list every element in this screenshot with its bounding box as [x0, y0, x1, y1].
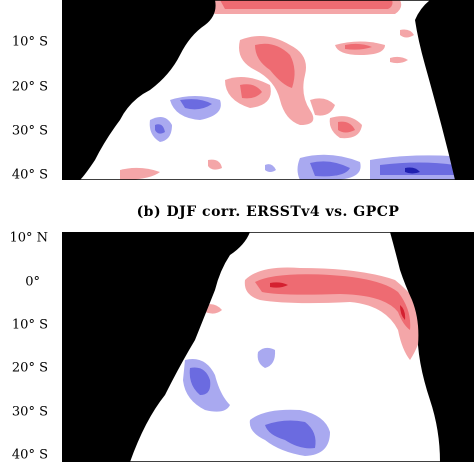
lat-label: 10° S: [12, 318, 48, 333]
lat-labels-bottom: 10° N 0° 10° S 20° S 30° S 40° S: [9, 231, 48, 463]
lat-label: 40° S: [12, 168, 48, 183]
map-bottom: [62, 232, 474, 462]
lat-label: 10° S: [12, 35, 48, 50]
lat-label: 30° S: [12, 124, 48, 139]
lat-label: 20° S: [12, 361, 48, 376]
lat-label: 0°: [25, 275, 40, 290]
panel-title: (b) DJF corr. ERSSTv4 vs. GPCP: [137, 204, 400, 220]
lat-label: 20° S: [12, 80, 48, 95]
lat-label: 40° S: [12, 448, 48, 463]
lat-labels-top: 10° S 20° S 30° S 40° S: [12, 35, 48, 183]
map-top: [62, 0, 474, 180]
lat-label: 10° N: [9, 231, 48, 246]
lat-label: 30° S: [12, 405, 48, 420]
